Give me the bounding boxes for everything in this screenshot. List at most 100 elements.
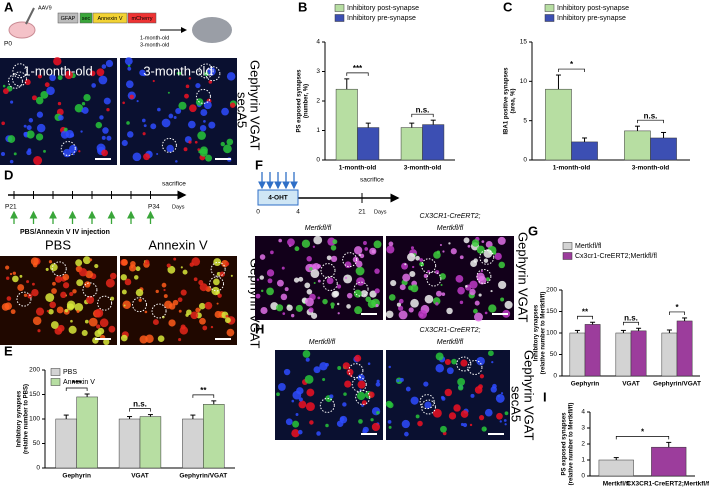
label: Days — [374, 209, 387, 215]
label: 0 — [581, 473, 585, 480]
stain-spot — [81, 110, 84, 113]
label: Gephyrin — [516, 232, 531, 285]
stain-spot — [409, 270, 416, 277]
stain-spot — [142, 132, 146, 136]
label: 2 — [581, 441, 585, 448]
stain-spot — [499, 420, 502, 423]
stain-spot — [448, 412, 457, 420]
stain-spot — [229, 102, 236, 108]
stain-spot — [455, 274, 464, 283]
label: P21 — [5, 204, 17, 211]
label: *** — [72, 379, 82, 388]
stain-spot — [99, 115, 104, 120]
stain-spot — [301, 239, 311, 248]
stain-spot — [484, 408, 493, 417]
bar — [118, 418, 141, 469]
stain-spot — [89, 70, 96, 77]
stain-spot — [286, 304, 293, 311]
stain-spot — [342, 362, 350, 370]
stain-spot — [435, 302, 439, 306]
highlight-circle — [205, 66, 221, 82]
label: 3-month-old — [404, 165, 442, 172]
stain-spot — [81, 329, 88, 336]
stain-spot — [51, 288, 57, 294]
label: VGAT — [248, 116, 263, 150]
stain-spot — [474, 312, 483, 322]
stain-spot — [390, 279, 397, 287]
stain-spot — [329, 394, 334, 399]
label: PBS — [45, 237, 71, 252]
label: VGAT — [516, 288, 531, 322]
stain-spot — [285, 418, 293, 426]
stain-spot — [306, 256, 312, 262]
stain-spot — [10, 100, 14, 104]
stain-spot — [375, 382, 381, 387]
stain-spot — [33, 156, 43, 166]
stain-spot — [293, 277, 300, 283]
stain-spot — [28, 118, 34, 123]
stain-spot — [96, 68, 105, 77]
highlight-circle — [456, 356, 472, 372]
stain-spot — [9, 159, 14, 164]
stain-spot — [357, 380, 366, 389]
stain-spot — [480, 269, 484, 273]
stain-spot — [310, 269, 320, 279]
stain-spot — [256, 278, 260, 281]
label: PS exposed synapses — [297, 69, 303, 133]
stain-spot — [143, 124, 147, 128]
stain-spot — [35, 133, 44, 141]
stain-spot — [203, 120, 206, 123]
stain-spot — [330, 255, 338, 263]
stain-spot — [121, 289, 127, 295]
stain-spot — [344, 261, 352, 269]
stain-spot — [344, 380, 352, 388]
highlight-circle — [209, 276, 225, 292]
stain-spot — [298, 397, 303, 402]
stain-spot — [346, 368, 354, 376]
highlight-circle — [426, 271, 442, 287]
stain-spot — [173, 257, 177, 261]
stain-spot — [217, 293, 222, 298]
stain-spot — [207, 67, 216, 76]
stain-spot — [331, 291, 339, 298]
label: CX3CR1-CreERT2;Mertkfl/fl — [626, 481, 709, 488]
label: (relative number to Mertkfl/fl) — [541, 292, 547, 375]
stain-spot — [319, 362, 328, 371]
stain-spot — [343, 274, 353, 284]
label: E — [4, 343, 13, 358]
sig-bracket — [411, 113, 434, 118]
label: Cx3cr1-CreERT2;Mertkfl/fl — [575, 253, 657, 260]
stain-spot — [481, 426, 487, 432]
stain-spot — [101, 135, 106, 140]
stain-spot — [313, 366, 321, 374]
stain-spot — [66, 303, 75, 311]
stain-spot — [367, 299, 376, 309]
label: (relative number to PBS) — [24, 384, 30, 454]
label: F — [255, 157, 263, 172]
mouse-icon — [192, 17, 232, 43]
stain-spot — [157, 335, 165, 343]
stain-spot — [354, 306, 363, 315]
stain-spot — [402, 273, 411, 282]
stain-spot — [388, 294, 396, 301]
legend-swatch — [562, 242, 573, 250]
legend-swatch — [562, 252, 573, 260]
stain-spot — [476, 356, 485, 366]
stain-spot — [50, 321, 59, 329]
label: 0 — [553, 373, 557, 380]
stain-spot — [458, 385, 464, 391]
label: Inhibitory pre-synapse — [347, 15, 416, 22]
label: PS exposed synapses — [562, 412, 568, 476]
bar — [422, 124, 445, 161]
stain-spot — [49, 263, 58, 272]
stain-spot — [135, 288, 144, 297]
stain-spot — [469, 288, 476, 296]
stain-spot — [72, 153, 75, 156]
stain-spot — [126, 121, 130, 125]
stain-spot — [188, 140, 192, 144]
label: GFAP — [61, 16, 76, 22]
stain-spot — [82, 256, 91, 265]
stain-spot — [167, 91, 170, 94]
stain-spot — [48, 308, 54, 315]
stain-spot — [410, 396, 419, 405]
